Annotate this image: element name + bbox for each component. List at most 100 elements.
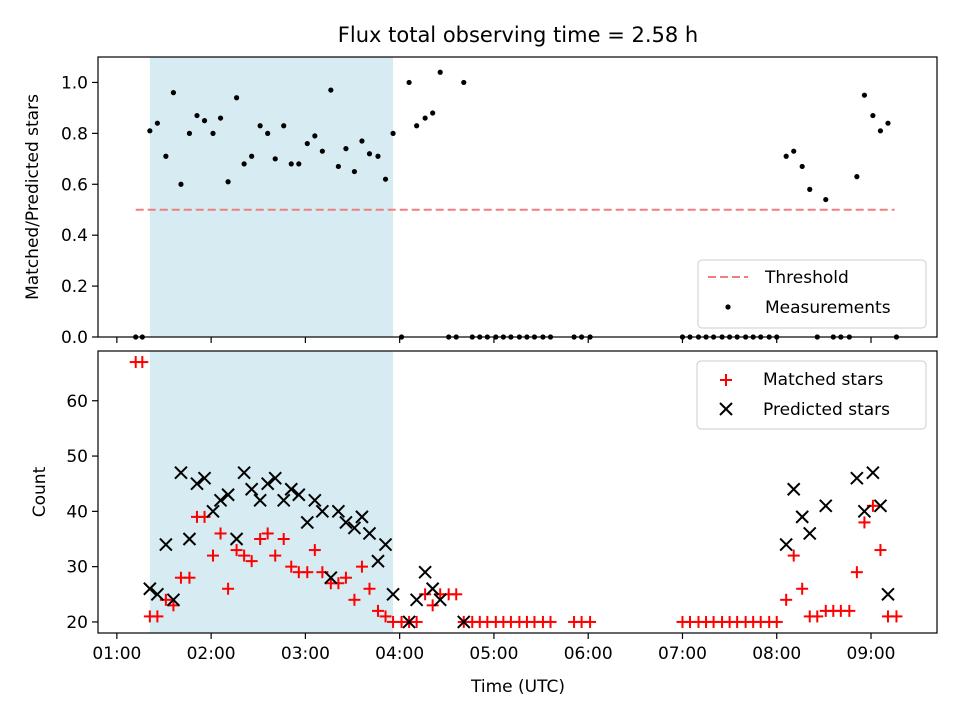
measurement-point xyxy=(186,130,193,136)
matched-stars-point xyxy=(858,516,871,529)
predicted-stars-point xyxy=(803,526,817,541)
matched-stars-point xyxy=(183,571,196,584)
matched-stars-point xyxy=(780,593,793,606)
y-tick-label: 0.8 xyxy=(61,124,88,144)
measurement-point xyxy=(422,115,428,121)
measurement-point xyxy=(335,163,341,170)
predicted-stars-point xyxy=(866,465,880,480)
measurement-point xyxy=(225,179,231,185)
matched-stars-point xyxy=(770,615,783,628)
x-tick-label: 05:00 xyxy=(469,644,518,664)
observing-window-shade xyxy=(149,351,394,633)
measurement-point xyxy=(233,95,240,101)
predicted-stars-point xyxy=(190,476,204,491)
matched-stars-point xyxy=(308,544,321,557)
predicted-stars-point xyxy=(206,504,220,519)
x-tick-label: 04:00 xyxy=(375,644,424,664)
measurement-point xyxy=(366,151,373,157)
predicted-stars-point xyxy=(425,582,440,596)
legend-matched-swatch xyxy=(720,374,732,386)
predicted-stars-point xyxy=(213,493,228,508)
predicted-stars-point xyxy=(386,587,400,602)
matched-stars-point xyxy=(277,533,290,545)
measurement-point xyxy=(854,174,860,180)
measurement-point xyxy=(304,140,310,147)
predicted-stars-point xyxy=(182,532,197,546)
matched-stars-point xyxy=(339,571,352,584)
matched-stars-point xyxy=(238,549,251,562)
top-legend: Threshold Measurements xyxy=(697,259,927,329)
predicted-stars-point xyxy=(150,587,165,602)
measurement-point xyxy=(217,115,224,121)
predicted-stars-point xyxy=(166,593,181,607)
matched-stars-point xyxy=(874,544,887,557)
predicted-stars-point xyxy=(402,615,416,629)
legend-predicted-label: Predicted stars xyxy=(763,400,890,420)
predicted-stars-point xyxy=(457,615,471,629)
predicted-stars-point xyxy=(277,493,291,508)
measurement-point xyxy=(319,148,325,154)
predicted-stars-point xyxy=(324,570,338,585)
matched-stars-point xyxy=(301,566,314,579)
predicted-stars-point xyxy=(371,554,385,568)
y-tick-label: 30 xyxy=(66,558,88,578)
predicted-stars-point xyxy=(292,488,306,502)
measurement-point xyxy=(343,146,349,152)
y-tick-label: 0.4 xyxy=(61,226,88,246)
measurement-point xyxy=(351,168,358,175)
legend-measurements-label: Measurements xyxy=(765,298,891,318)
predicted-stars-point xyxy=(237,465,251,480)
measurement-point xyxy=(147,128,153,134)
predicted-stars-point xyxy=(197,471,212,485)
measurement-point xyxy=(791,148,797,154)
matched-stars-point xyxy=(261,527,274,540)
matched-stars-point xyxy=(544,615,557,628)
matched-stars-point xyxy=(222,582,235,595)
y-tick-label: 0.6 xyxy=(61,175,88,195)
x-tick-label: 03:00 xyxy=(281,644,330,664)
y-tick-label: 1.0 xyxy=(61,73,88,93)
predicted-stars-point xyxy=(253,493,267,508)
measurement-point xyxy=(296,161,302,167)
count-panel: 20 30 40 50 60 01:00 02:00 03:00 04:00 05:00 06:00… xyxy=(66,350,938,664)
x-tick-label: 02:00 xyxy=(187,644,236,664)
matched-stars-point xyxy=(348,593,361,606)
predicted-stars-point xyxy=(819,499,833,513)
measurement-point xyxy=(861,92,868,98)
predicted-stars-point xyxy=(221,488,235,502)
predicted-stars-point xyxy=(347,521,362,535)
y-tick-label: 40 xyxy=(66,502,88,522)
predicted-stars-point xyxy=(787,482,801,496)
measurement-point xyxy=(194,112,200,119)
matched-stars-point xyxy=(787,549,800,562)
matched-stars-point xyxy=(332,577,345,590)
measurement-point xyxy=(163,153,169,159)
y-tick-label: 0.2 xyxy=(61,277,88,297)
matched-stars-point xyxy=(811,610,824,623)
matched-stars-point xyxy=(410,615,423,628)
measurement-point xyxy=(249,153,255,159)
predicted-stars-point xyxy=(300,515,314,530)
plot-frame xyxy=(97,56,938,338)
predicted-stars-point xyxy=(268,471,282,485)
predicted-stars-point xyxy=(308,493,322,508)
measurement-point xyxy=(154,120,160,126)
y-tick-label: 20 xyxy=(66,613,88,633)
plot-frame xyxy=(97,350,938,634)
y-tick-label: 50 xyxy=(66,447,88,467)
ratio-panel: 0.0 0.2 0.4 0.6 0.8 1.0 xyxy=(61,56,938,348)
measurement-point xyxy=(241,161,247,167)
x-tick-label: 09:00 xyxy=(847,644,896,664)
predicted-stars-point xyxy=(244,482,259,496)
measurement-point xyxy=(257,123,263,129)
series-matched-stars xyxy=(129,356,903,628)
x-tick-label: 06:00 xyxy=(564,644,613,664)
predicted-stars-point xyxy=(850,471,864,485)
matched-stars-point xyxy=(426,599,439,612)
measurement-point xyxy=(799,163,805,170)
x-tick-label: 08:00 xyxy=(752,644,801,664)
measurement-point xyxy=(382,176,389,182)
observing-window-shade xyxy=(149,57,394,337)
matched-stars-point xyxy=(136,356,149,369)
predicted-stars-point xyxy=(378,537,393,552)
